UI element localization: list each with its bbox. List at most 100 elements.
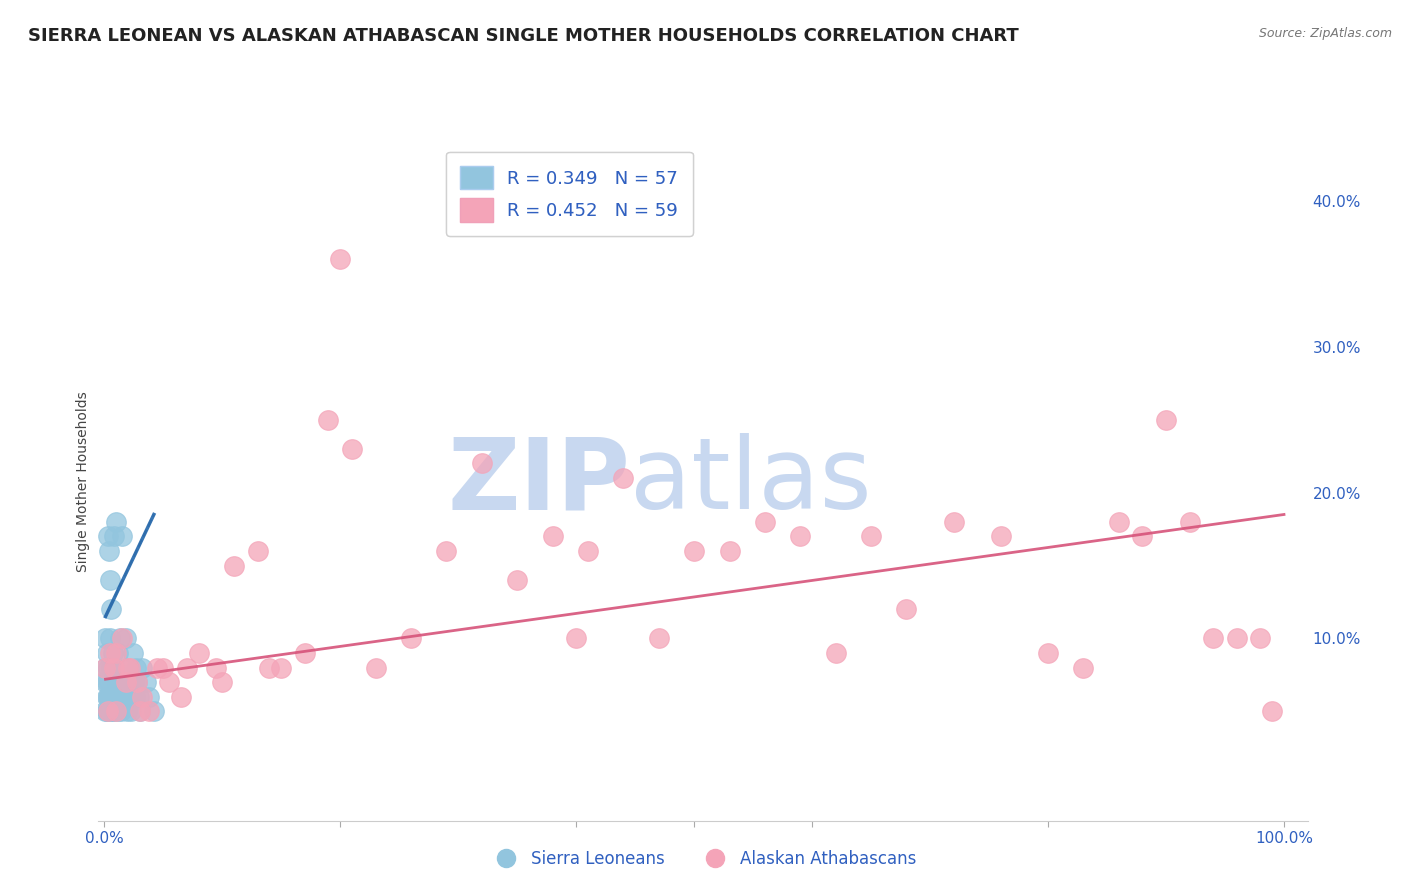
Point [146, 660, 169, 674]
Point [142, 704, 165, 718]
Point [120, 690, 142, 704]
Point [101, 646, 124, 660]
Point [157, 675, 180, 690]
Point [896, 602, 918, 616]
Point [541, 529, 564, 543]
Point [105, 646, 128, 660]
Point [329, 252, 352, 267]
Point [1249, 632, 1271, 646]
Point [824, 646, 846, 660]
Point [120, 704, 142, 718]
Point [96, 646, 118, 660]
Point [259, 660, 281, 674]
Point [683, 544, 706, 558]
Point [104, 660, 127, 674]
Point [100, 660, 122, 674]
Point [270, 660, 292, 674]
Point [120, 660, 142, 674]
Point [942, 515, 965, 529]
Point [114, 632, 136, 646]
Point [754, 515, 776, 529]
Point [1226, 632, 1249, 646]
Point [1073, 660, 1095, 674]
Point [1178, 515, 1201, 529]
Point [860, 529, 883, 543]
Point [471, 457, 494, 471]
Point [96, 675, 118, 690]
Point [1202, 632, 1225, 646]
Point [294, 646, 316, 660]
Point [990, 529, 1012, 543]
Point [152, 660, 174, 674]
Point [94, 675, 117, 690]
Point [124, 690, 146, 704]
Point [176, 660, 198, 674]
Point [97, 690, 120, 704]
Y-axis label: Single Mother Households: Single Mother Households [76, 392, 90, 572]
Text: Source: ZipAtlas.com: Source: ZipAtlas.com [1258, 27, 1392, 40]
Point [103, 660, 125, 674]
Text: ZIP: ZIP [447, 434, 630, 530]
Point [128, 704, 150, 718]
Point [111, 529, 134, 543]
Point [125, 660, 148, 674]
Point [98, 675, 121, 690]
Point [222, 558, 245, 573]
Point [115, 704, 138, 718]
Point [318, 413, 340, 427]
Point [107, 704, 129, 718]
Point [187, 646, 209, 660]
Point [94, 660, 117, 674]
Point [117, 660, 139, 674]
Point [110, 704, 132, 718]
Point [94, 704, 117, 718]
Point [138, 704, 160, 718]
Point [96, 704, 118, 718]
Point [112, 675, 135, 690]
Point [98, 632, 121, 646]
Point [576, 544, 599, 558]
Point [506, 573, 529, 587]
Point [1154, 413, 1177, 427]
Point [100, 704, 122, 718]
Point [127, 675, 149, 690]
Point [97, 529, 120, 543]
Point [127, 675, 149, 690]
Point [246, 544, 269, 558]
Text: atlas: atlas [630, 434, 872, 530]
Point [612, 471, 634, 485]
Point [1132, 529, 1154, 543]
Point [94, 660, 117, 674]
Point [107, 646, 129, 660]
Point [121, 646, 143, 660]
Legend: R = 0.349   N = 57, R = 0.452   N = 59: R = 0.349 N = 57, R = 0.452 N = 59 [446, 152, 693, 236]
Point [98, 573, 121, 587]
Point [105, 515, 128, 529]
Point [96, 690, 118, 704]
Point [211, 675, 233, 690]
Point [1036, 646, 1059, 660]
Point [128, 690, 150, 704]
Point [364, 660, 387, 674]
Point [118, 675, 141, 690]
Point [128, 704, 150, 718]
Point [205, 660, 228, 674]
Point [103, 529, 125, 543]
Text: SIERRA LEONEAN VS ALASKAN ATHABASCAN SINGLE MOTHER HOUSEHOLDS CORRELATION CHART: SIERRA LEONEAN VS ALASKAN ATHABASCAN SIN… [28, 27, 1019, 45]
Point [789, 529, 811, 543]
Point [105, 675, 128, 690]
Point [436, 544, 458, 558]
Point [97, 704, 120, 718]
Point [114, 675, 136, 690]
Point [718, 544, 741, 558]
Point [98, 690, 121, 704]
Point [98, 704, 121, 718]
Point [101, 704, 124, 718]
Point [103, 690, 125, 704]
Point [108, 690, 131, 704]
Point [565, 632, 588, 646]
Point [97, 660, 120, 674]
Point [105, 704, 128, 718]
Point [340, 442, 363, 456]
Point [1261, 704, 1284, 718]
